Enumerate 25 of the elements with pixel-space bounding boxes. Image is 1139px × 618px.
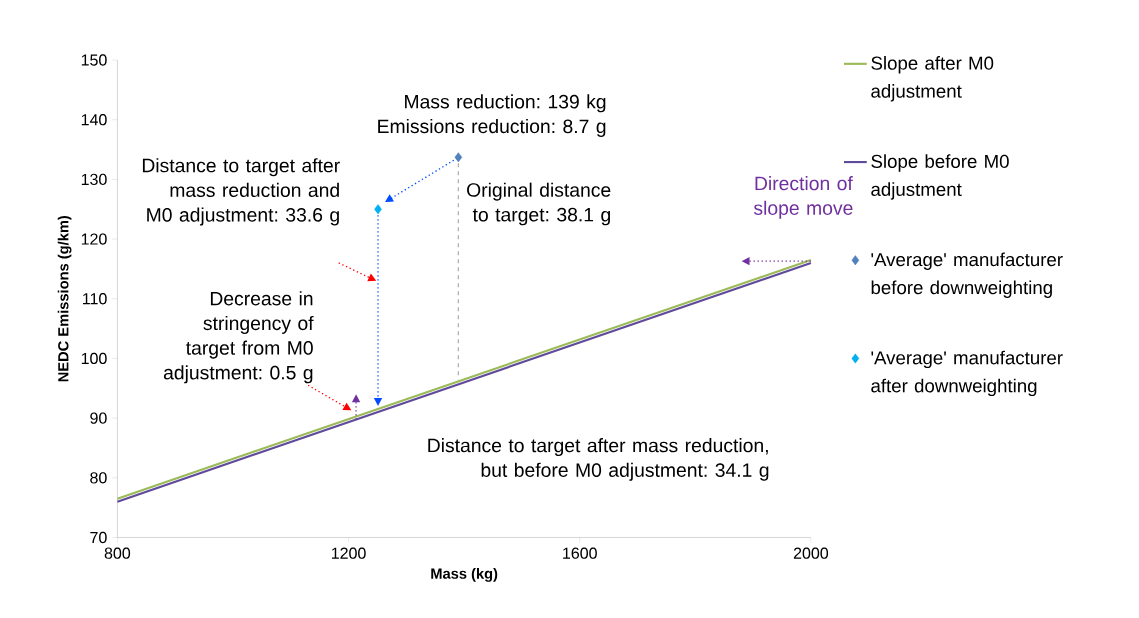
x-tick-label: 2000 bbox=[793, 547, 829, 560]
legend-label: 'Average' manufacturer before downweighting bbox=[871, 252, 1063, 299]
annotation: Direction of slope move bbox=[753, 176, 853, 220]
annotation: Distance to target after mass reduction and M0 adjustment: 33.6 g bbox=[142, 158, 340, 226]
y-tick-label: 90 bbox=[90, 412, 107, 425]
annotation: Decrease in stringency of target from M0 adjustment: 0.5 g bbox=[163, 291, 314, 384]
y-tick-label: 120 bbox=[81, 233, 107, 245]
x-axis-title: Mass (kg) bbox=[431, 568, 498, 583]
y-tick-label: 80 bbox=[90, 472, 107, 484]
annotation: Distance to target after mass reduction, but before M0 adjustment: 34.1 g bbox=[428, 438, 769, 482]
y-axis-title: NEDC Emissions (g/km) bbox=[57, 216, 72, 382]
legend-label: 'Average' manufacturer after downweighting bbox=[871, 350, 1063, 397]
y-tick-label: 150 bbox=[81, 54, 107, 66]
y-tick-label: 130 bbox=[81, 173, 107, 186]
y-tick-label: 140 bbox=[81, 114, 107, 126]
y-tick-label: 100 bbox=[81, 353, 107, 365]
y-tick-label: 110 bbox=[83, 293, 107, 305]
x-tick-label: 1600 bbox=[563, 547, 597, 560]
annotation: Original distance to target: 38.1 g bbox=[467, 182, 611, 226]
x-tick-label: 1200 bbox=[331, 547, 366, 560]
annotation: Mass reduction: 139 kg Emissions reduction: 8.7 g bbox=[378, 94, 606, 138]
legend-label: Slope before M0 adjustment bbox=[871, 154, 1009, 200]
legend-label: Slope after M0 adjustment bbox=[871, 56, 994, 102]
y-tick-label: 70 bbox=[90, 532, 107, 544]
x-tick-label: 800 bbox=[104, 547, 131, 560]
